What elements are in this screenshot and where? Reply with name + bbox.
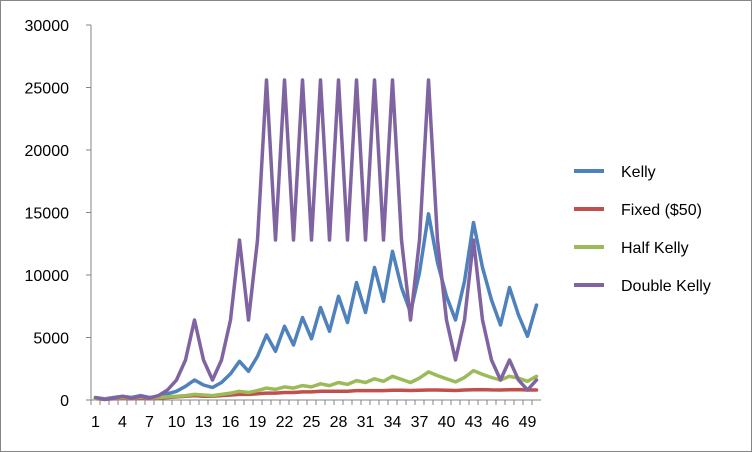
x-tick-label: 37 <box>411 414 429 431</box>
axes <box>90 25 541 401</box>
legend-label-double-kelly: Double Kelly <box>621 278 711 295</box>
legend-label-fixed: Fixed ($50) <box>621 202 702 219</box>
x-tick-label: 10 <box>168 414 186 431</box>
y-axis-ticks: 0 5000 10000 15000 20000 25000 30000 <box>25 18 91 410</box>
series-line-double-kelly <box>93 78 539 402</box>
legend: Kelly Fixed ($50) Half Kelly Double Kelly <box>574 164 711 295</box>
x-tick-label: 22 <box>276 414 294 431</box>
x-tick-label: 49 <box>519 414 537 431</box>
x-tick-label: 40 <box>438 414 456 431</box>
x-axis-ticks: 1 4 7 10 13 16 19 22 25 28 31 34 37 40 43 46 49 <box>90 400 537 431</box>
x-tick-label: 25 <box>303 414 321 431</box>
y-tick-label: 5000 <box>33 331 69 348</box>
y-tick-label: 30000 <box>25 18 70 35</box>
x-tick-label: 46 <box>492 414 510 431</box>
series-line-kelly <box>93 212 539 401</box>
x-tick-label: 16 <box>222 414 240 431</box>
legend-label-kelly: Kelly <box>621 164 656 181</box>
y-tick-label: 0 <box>60 393 69 410</box>
y-tick-label: 10000 <box>25 268 70 285</box>
series-line-half-kelly <box>93 368 539 401</box>
x-tick-label: 7 <box>145 414 154 431</box>
legend-label-half-kelly: Half Kelly <box>621 240 689 257</box>
x-tick-label: 13 <box>195 414 213 431</box>
x-tick-label: 1 <box>91 414 100 431</box>
y-tick-label: 25000 <box>25 81 70 98</box>
x-tick-label: 34 <box>384 414 402 431</box>
x-tick-label: 28 <box>330 414 348 431</box>
x-tick-label: 19 <box>249 414 267 431</box>
y-tick-label: 20000 <box>25 143 70 160</box>
x-tick-label: 4 <box>118 414 127 431</box>
series-lines <box>93 78 539 402</box>
y-tick-label: 15000 <box>25 206 70 223</box>
x-tick-label: 31 <box>357 414 375 431</box>
x-tick-label: 43 <box>465 414 483 431</box>
